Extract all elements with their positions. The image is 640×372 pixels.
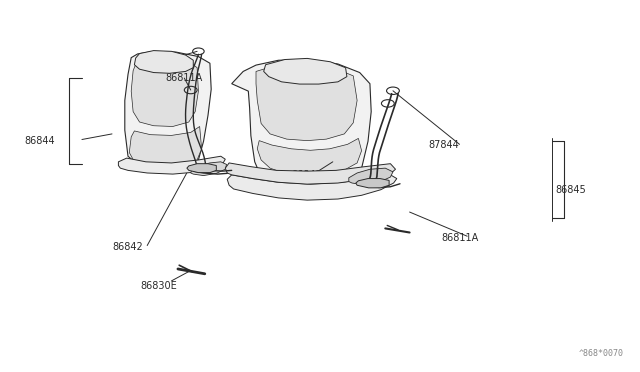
Text: 86845: 86845	[556, 185, 586, 195]
Polygon shape	[257, 138, 362, 176]
Text: 86844: 86844	[24, 137, 55, 146]
Polygon shape	[125, 51, 211, 172]
Polygon shape	[264, 58, 347, 84]
Polygon shape	[129, 126, 202, 169]
Text: 86811A: 86811A	[165, 73, 202, 83]
Polygon shape	[118, 156, 225, 174]
Polygon shape	[227, 175, 397, 200]
Polygon shape	[187, 164, 216, 173]
Text: 86830E: 86830E	[141, 282, 177, 291]
Text: 86811A: 86811A	[442, 233, 479, 243]
Polygon shape	[256, 64, 357, 141]
Polygon shape	[225, 163, 396, 184]
Polygon shape	[131, 57, 198, 126]
Polygon shape	[349, 168, 393, 185]
Text: 87844: 87844	[147, 53, 178, 62]
Polygon shape	[134, 51, 193, 73]
Polygon shape	[356, 179, 389, 188]
Text: ^868*0070: ^868*0070	[579, 349, 624, 358]
Polygon shape	[232, 60, 371, 192]
Text: 86843: 86843	[291, 170, 322, 180]
Text: 87844: 87844	[429, 140, 460, 150]
Text: 86842: 86842	[112, 243, 143, 252]
Polygon shape	[191, 162, 227, 176]
